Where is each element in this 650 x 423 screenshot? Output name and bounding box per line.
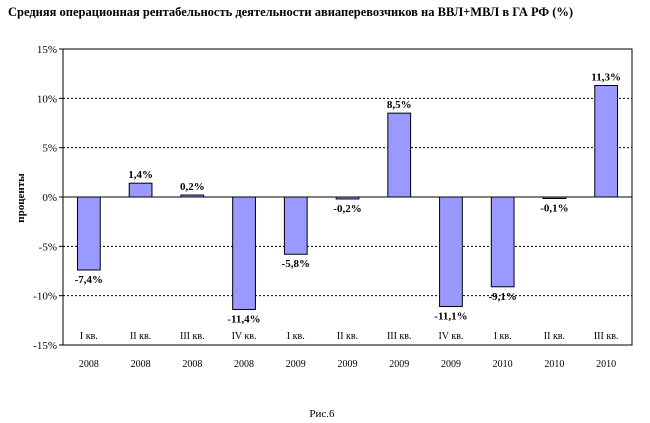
y-axis: 15% 10% 5% 0% -5% -10% -15% bbox=[33, 44, 63, 352]
x-quarter-label: I кв. bbox=[287, 331, 305, 342]
bar bbox=[439, 196, 463, 308]
bar bbox=[180, 194, 205, 198]
bar bbox=[335, 196, 360, 200]
y-tick-label: 5% bbox=[42, 143, 57, 155]
x-year-label: 2009 bbox=[338, 359, 358, 370]
x-year-label: 2009 bbox=[286, 359, 306, 370]
y-tick-label: -10% bbox=[33, 291, 57, 303]
x-year-label: 2008 bbox=[234, 359, 254, 370]
data-label: -5,8% bbox=[282, 258, 310, 270]
data-label: 11,3% bbox=[591, 72, 621, 84]
x-axis-labels: I кв. 2008 II кв. 2008 III кв. 2008 IV кв. 2008… bbox=[79, 331, 619, 370]
x-year-label: 2009 bbox=[389, 359, 409, 370]
bar bbox=[490, 196, 515, 288]
x-quarter-label: IV кв. bbox=[438, 331, 463, 342]
bars bbox=[76, 85, 619, 310]
x-year-label: 2010 bbox=[493, 359, 513, 370]
y-axis-label: проценты bbox=[15, 173, 27, 223]
data-label: -11,1% bbox=[434, 311, 467, 323]
x-year-label: 2008 bbox=[182, 359, 202, 370]
data-label: -9,1% bbox=[488, 291, 516, 303]
data-label: 1,4% bbox=[128, 169, 153, 181]
bar bbox=[128, 182, 153, 198]
bar bbox=[542, 196, 567, 199]
x-quarter-label: III кв. bbox=[387, 331, 412, 342]
x-year-label: 2010 bbox=[596, 359, 616, 370]
x-quarter-label: III кв. bbox=[594, 331, 619, 342]
x-quarter-label: II кв. bbox=[544, 331, 565, 342]
y-tick-label: 15% bbox=[37, 44, 57, 56]
data-label: -7,4% bbox=[75, 274, 103, 286]
bar bbox=[232, 196, 256, 310]
data-label: -0,2% bbox=[333, 203, 361, 215]
x-quarter-label: IV кв. bbox=[232, 331, 257, 342]
y-tick-label: -15% bbox=[33, 340, 57, 352]
bar bbox=[594, 85, 619, 198]
data-label: 0,2% bbox=[180, 181, 205, 193]
y-tick-label: -5% bbox=[39, 241, 57, 253]
data-labels: -7,4% 1,4% 0,2% -11,4% -5,8% -0,2% 8,5% -11,1% -… bbox=[75, 72, 621, 326]
x-year-label: 2009 bbox=[441, 359, 461, 370]
x-quarter-label: II кв. bbox=[130, 331, 151, 342]
x-quarter-label: II кв. bbox=[337, 331, 358, 342]
chart-title: Средняя операционная рентабельность деят… bbox=[8, 5, 573, 19]
y-tick-label: 10% bbox=[37, 93, 57, 105]
data-label: 8,5% bbox=[387, 99, 412, 111]
bar bbox=[76, 196, 101, 271]
bar bbox=[283, 196, 308, 255]
y-tick-label: 0% bbox=[42, 192, 57, 204]
bar bbox=[387, 112, 412, 198]
x-year-label: 2010 bbox=[544, 359, 564, 370]
data-label: -0,1% bbox=[540, 203, 568, 215]
x-year-label: 2008 bbox=[79, 359, 99, 370]
x-quarter-label: I кв. bbox=[494, 331, 512, 342]
figure-caption: Рис.6 bbox=[309, 408, 335, 420]
x-quarter-label: I кв. bbox=[80, 331, 98, 342]
x-year-label: 2008 bbox=[131, 359, 151, 370]
x-quarter-label: III кв. bbox=[180, 331, 205, 342]
data-label: -11,4% bbox=[227, 313, 260, 325]
